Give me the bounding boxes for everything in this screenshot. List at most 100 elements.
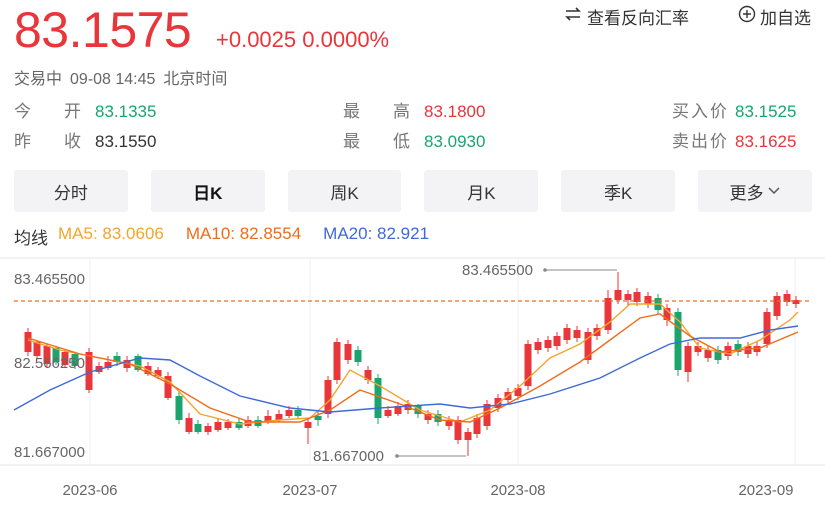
min-annotation: 81.667000 [313, 448, 384, 465]
candle-body [663, 308, 671, 320]
ma20-line [13, 325, 799, 413]
tab-monthly-label: 月K [467, 183, 496, 203]
candle-body [384, 410, 392, 416]
candle-body [154, 370, 162, 376]
ma-title: 均线 [14, 229, 48, 248]
period-tabs: 分时 日K 周K 月K 季K 更多 [14, 170, 812, 212]
min-pointer-dot [395, 454, 399, 458]
high-value: 83.1800 [424, 102, 486, 121]
candle-body [763, 312, 771, 344]
candle-body [235, 422, 243, 428]
candle-body [394, 406, 402, 414]
candle-body [674, 312, 682, 370]
x-tick-aug: 2023-08 [490, 482, 545, 499]
candle-body [734, 344, 742, 352]
candle-body [185, 418, 193, 432]
ma10-line [27, 313, 799, 423]
candle-body [43, 346, 51, 364]
tab-quarterly[interactable]: 季K [561, 170, 676, 212]
candle-body [464, 432, 472, 440]
candles [24, 272, 800, 456]
change-value: +0.0025 [216, 27, 297, 52]
max-annotation: 83.465500 [462, 262, 533, 279]
low-value: 83.0930 [424, 132, 486, 151]
candle-body [214, 422, 222, 430]
tab-weekly-label: 周K [330, 183, 359, 203]
low-label: 最 低 [343, 132, 418, 151]
candle-body [624, 294, 632, 300]
bid-row: 买入价 83.1525 [672, 101, 796, 123]
candle-body [71, 354, 79, 366]
candle-body [563, 328, 571, 340]
swap-icon [563, 5, 583, 28]
candle-body [194, 424, 202, 432]
candle-body [354, 350, 362, 362]
price-change: +0.0025 0.0000% [216, 26, 389, 54]
candle-body [434, 414, 442, 422]
candle-body [534, 342, 542, 350]
candle-body [304, 422, 312, 428]
candle-body [684, 346, 692, 372]
candle-body [61, 352, 69, 365]
plus-circle-icon [738, 5, 756, 28]
candle-body [473, 418, 481, 434]
tab-more[interactable]: 更多 [698, 170, 812, 212]
ask-value: 83.1625 [735, 132, 797, 151]
candle-body [783, 294, 791, 302]
tab-monthly[interactable]: 月K [424, 170, 539, 212]
tab-weekly[interactable]: 周K [287, 170, 402, 212]
candle-body [694, 346, 702, 352]
y-tick-max: 83.465500 [14, 271, 85, 288]
candle-body [264, 416, 272, 422]
candle-body [164, 376, 172, 398]
ask-label: 卖出价 [672, 132, 729, 151]
change-percent: 0.0000% [302, 27, 390, 52]
candle-body [445, 420, 453, 426]
trading-status: 交易中 09-08 14:45 北京时间 [14, 65, 235, 89]
tab-quarterly-label: 季K [604, 183, 633, 203]
candle-body [224, 422, 232, 428]
high-label: 最 高 [343, 102, 418, 121]
candle-body [52, 348, 60, 362]
candle-body [454, 420, 462, 440]
candle-body [314, 416, 322, 420]
candle-body [792, 300, 800, 304]
ma-lines [13, 303, 799, 425]
prev-close-label: 昨 收 [14, 132, 89, 151]
x-tick-jun: 2023-06 [62, 482, 117, 499]
max-pointer-dot [543, 268, 547, 272]
bid-value: 83.1525 [735, 102, 797, 121]
candle-body [424, 414, 432, 420]
candle-body [573, 330, 581, 338]
candle-body [285, 410, 293, 416]
x-tick-jul: 2023-07 [282, 482, 337, 499]
candle-body [553, 336, 561, 346]
add-watchlist-button[interactable]: 加自选 [738, 4, 811, 29]
candle-body [374, 378, 382, 418]
candle-body [113, 356, 121, 362]
candle-body [744, 346, 752, 354]
candle-body [85, 352, 93, 390]
open-value: 83.1335 [95, 102, 157, 121]
candle-body [584, 332, 592, 360]
tab-intraday-label: 分时 [53, 183, 88, 203]
reverse-rate-button[interactable]: 查看反向汇率 [563, 4, 689, 29]
candle-body [604, 298, 612, 330]
timezone: 北京时间 [163, 71, 228, 88]
candle-body [633, 292, 641, 302]
tab-daily[interactable]: 日K [150, 170, 265, 212]
tab-intraday[interactable]: 分时 [14, 170, 128, 212]
high-row: 最 高 83.1800 [343, 101, 485, 123]
low-row: 最 低 83.0930 [343, 131, 485, 153]
ma10-value: MA10: 82.8554 [185, 224, 302, 243]
candle-body [773, 296, 781, 316]
tab-more-label: 更多 [729, 183, 764, 203]
y-tick-mid: 82.566250 [14, 355, 85, 372]
candle-body [294, 410, 302, 416]
open-label: 今 开 [14, 102, 89, 121]
add-watchlist-label: 加自选 [760, 9, 811, 28]
candle-body [614, 290, 622, 300]
candle-body [134, 356, 142, 370]
candle-body [714, 350, 722, 360]
